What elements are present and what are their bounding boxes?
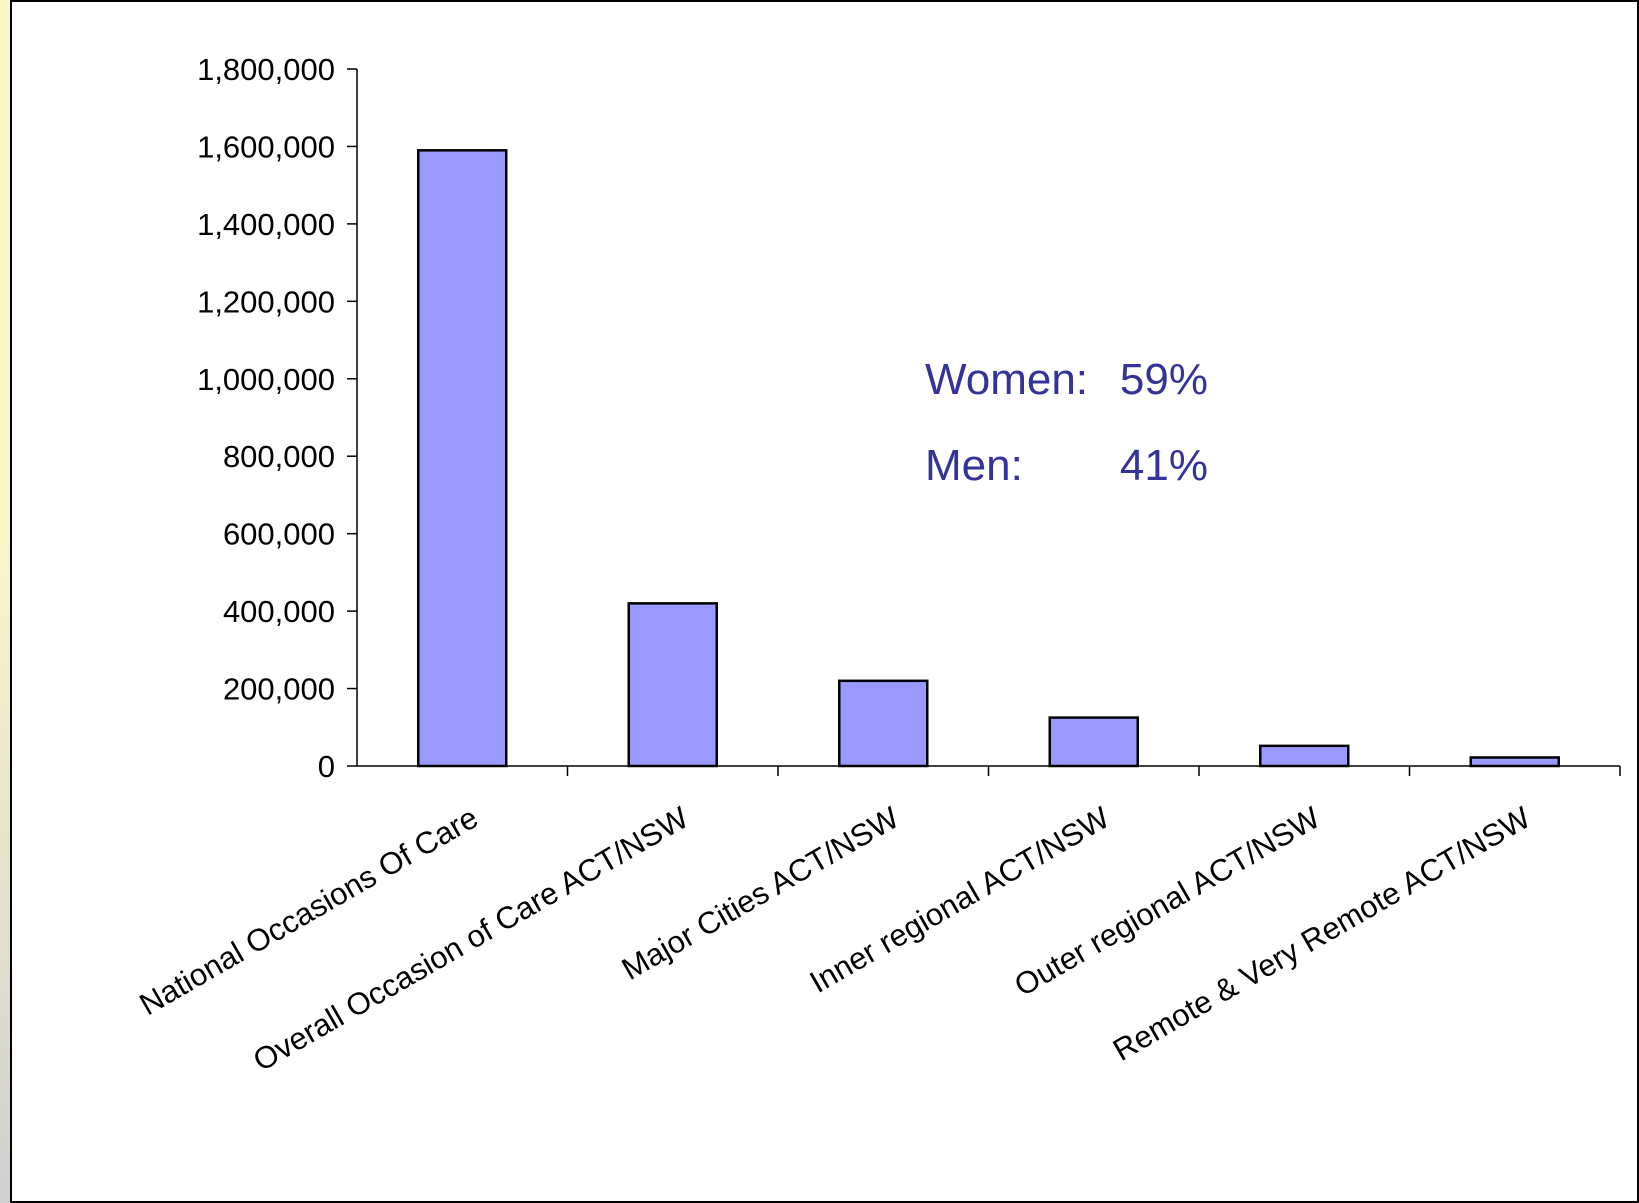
y-tick-label: 1,400,000 (197, 207, 335, 242)
bar (1048, 716, 1139, 768)
men-label: Men: (925, 441, 1023, 490)
y-tick-label: 1,800,000 (197, 52, 335, 87)
background-strip (0, 520, 10, 1203)
chart-axes (347, 68, 1621, 776)
y-tick-label: 0 (318, 749, 335, 784)
x-category-label: Remote & Very Remote ACT/NSW (1107, 799, 1537, 1067)
x-category-label: National Occasions Of Care (134, 800, 484, 1022)
bar-chart: 0 200,000 400,000 600,000 800,000 1,000,000 1,… (134, 52, 1621, 1078)
men-value: 41% (1120, 441, 1208, 490)
chart-bars (417, 149, 1560, 768)
y-tick-labels: 0 200,000 400,000 600,000 800,000 1,000,000 1,… (197, 52, 335, 784)
bar (417, 149, 508, 768)
x-category-label: Overall Occasion of Care ACT/NSW (247, 799, 695, 1078)
y-tick-label: 400,000 (223, 594, 335, 629)
y-tick-label: 1,600,000 (197, 129, 335, 164)
y-tick-label: 800,000 (223, 439, 335, 474)
chart-frame: 0 200,000 400,000 600,000 800,000 1,000,000 1,… (10, 0, 1639, 1203)
y-tick-label: 1,200,000 (197, 284, 335, 319)
women-value: 59% (1120, 355, 1208, 404)
y-tick-label: 1,000,000 (197, 362, 335, 397)
y-tick-label: 200,000 (223, 672, 335, 707)
bar (838, 679, 929, 768)
bar (627, 602, 718, 768)
women-label: Women: (925, 355, 1088, 404)
bar (1259, 744, 1350, 768)
bar (1469, 756, 1560, 768)
y-tick-label: 600,000 (223, 517, 335, 552)
gender-annotation: Women: 59% Men: 41% (925, 355, 1208, 490)
